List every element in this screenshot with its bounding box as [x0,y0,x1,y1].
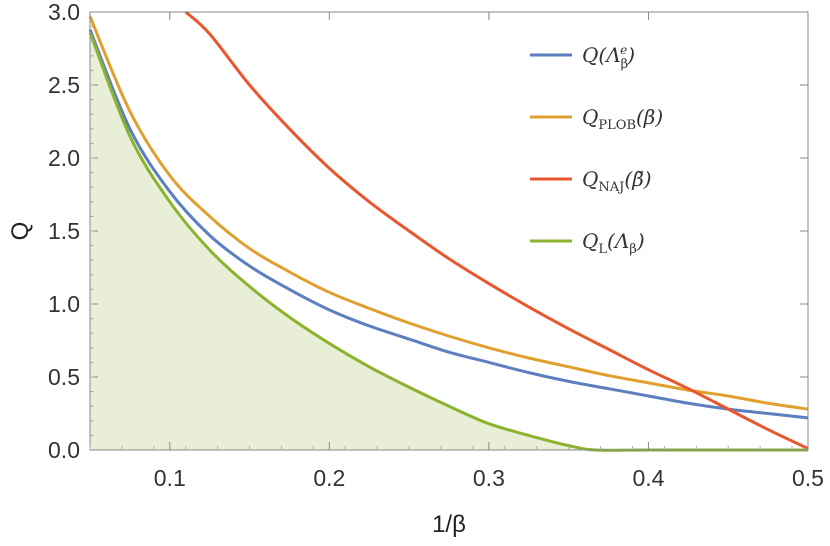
legend-label: QL(Λβ) [582,229,645,257]
x-tick-label: 0.2 [313,465,345,491]
x-axis-ticks: 0.1 0.2 0.3 0.4 0.5 [89,12,824,491]
shaded-region [90,32,808,450]
legend-label: Q(Λβe) [582,43,635,72]
x-tick-label: 0.5 [792,465,824,491]
x-axis-label: 1/β [432,511,466,538]
y-tick-label: 2.0 [48,145,80,171]
y-tick-label: 0.0 [48,437,80,463]
shaded-region-layer [90,32,808,450]
x-tick-label: 0.4 [632,465,664,491]
legend-label: QNAJ(β̃) [582,167,652,195]
y-axis-label: Q [7,222,34,241]
legend-label: QPLOB(β) [582,105,663,133]
y-tick-label: 3.0 [48,0,80,25]
y-axis-ticks: 0.0 0.5 1.0 1.5 2.0 2.5 3.0 [48,0,808,463]
y-tick-label: 1.5 [48,218,80,244]
series-q-naj [184,10,809,450]
legend: Q(Λβe) QPLOB(β) QNAJ(β̃) QL(Λβ) [530,43,663,257]
series-q-lambda-e [88,28,809,420]
y-tick-label: 0.5 [48,364,80,390]
x-tick-label: 0.3 [473,465,505,491]
y-tick-label: 1.0 [48,291,80,317]
x-tick-label: 0.1 [154,465,186,491]
y-tick-label: 2.5 [48,72,80,98]
